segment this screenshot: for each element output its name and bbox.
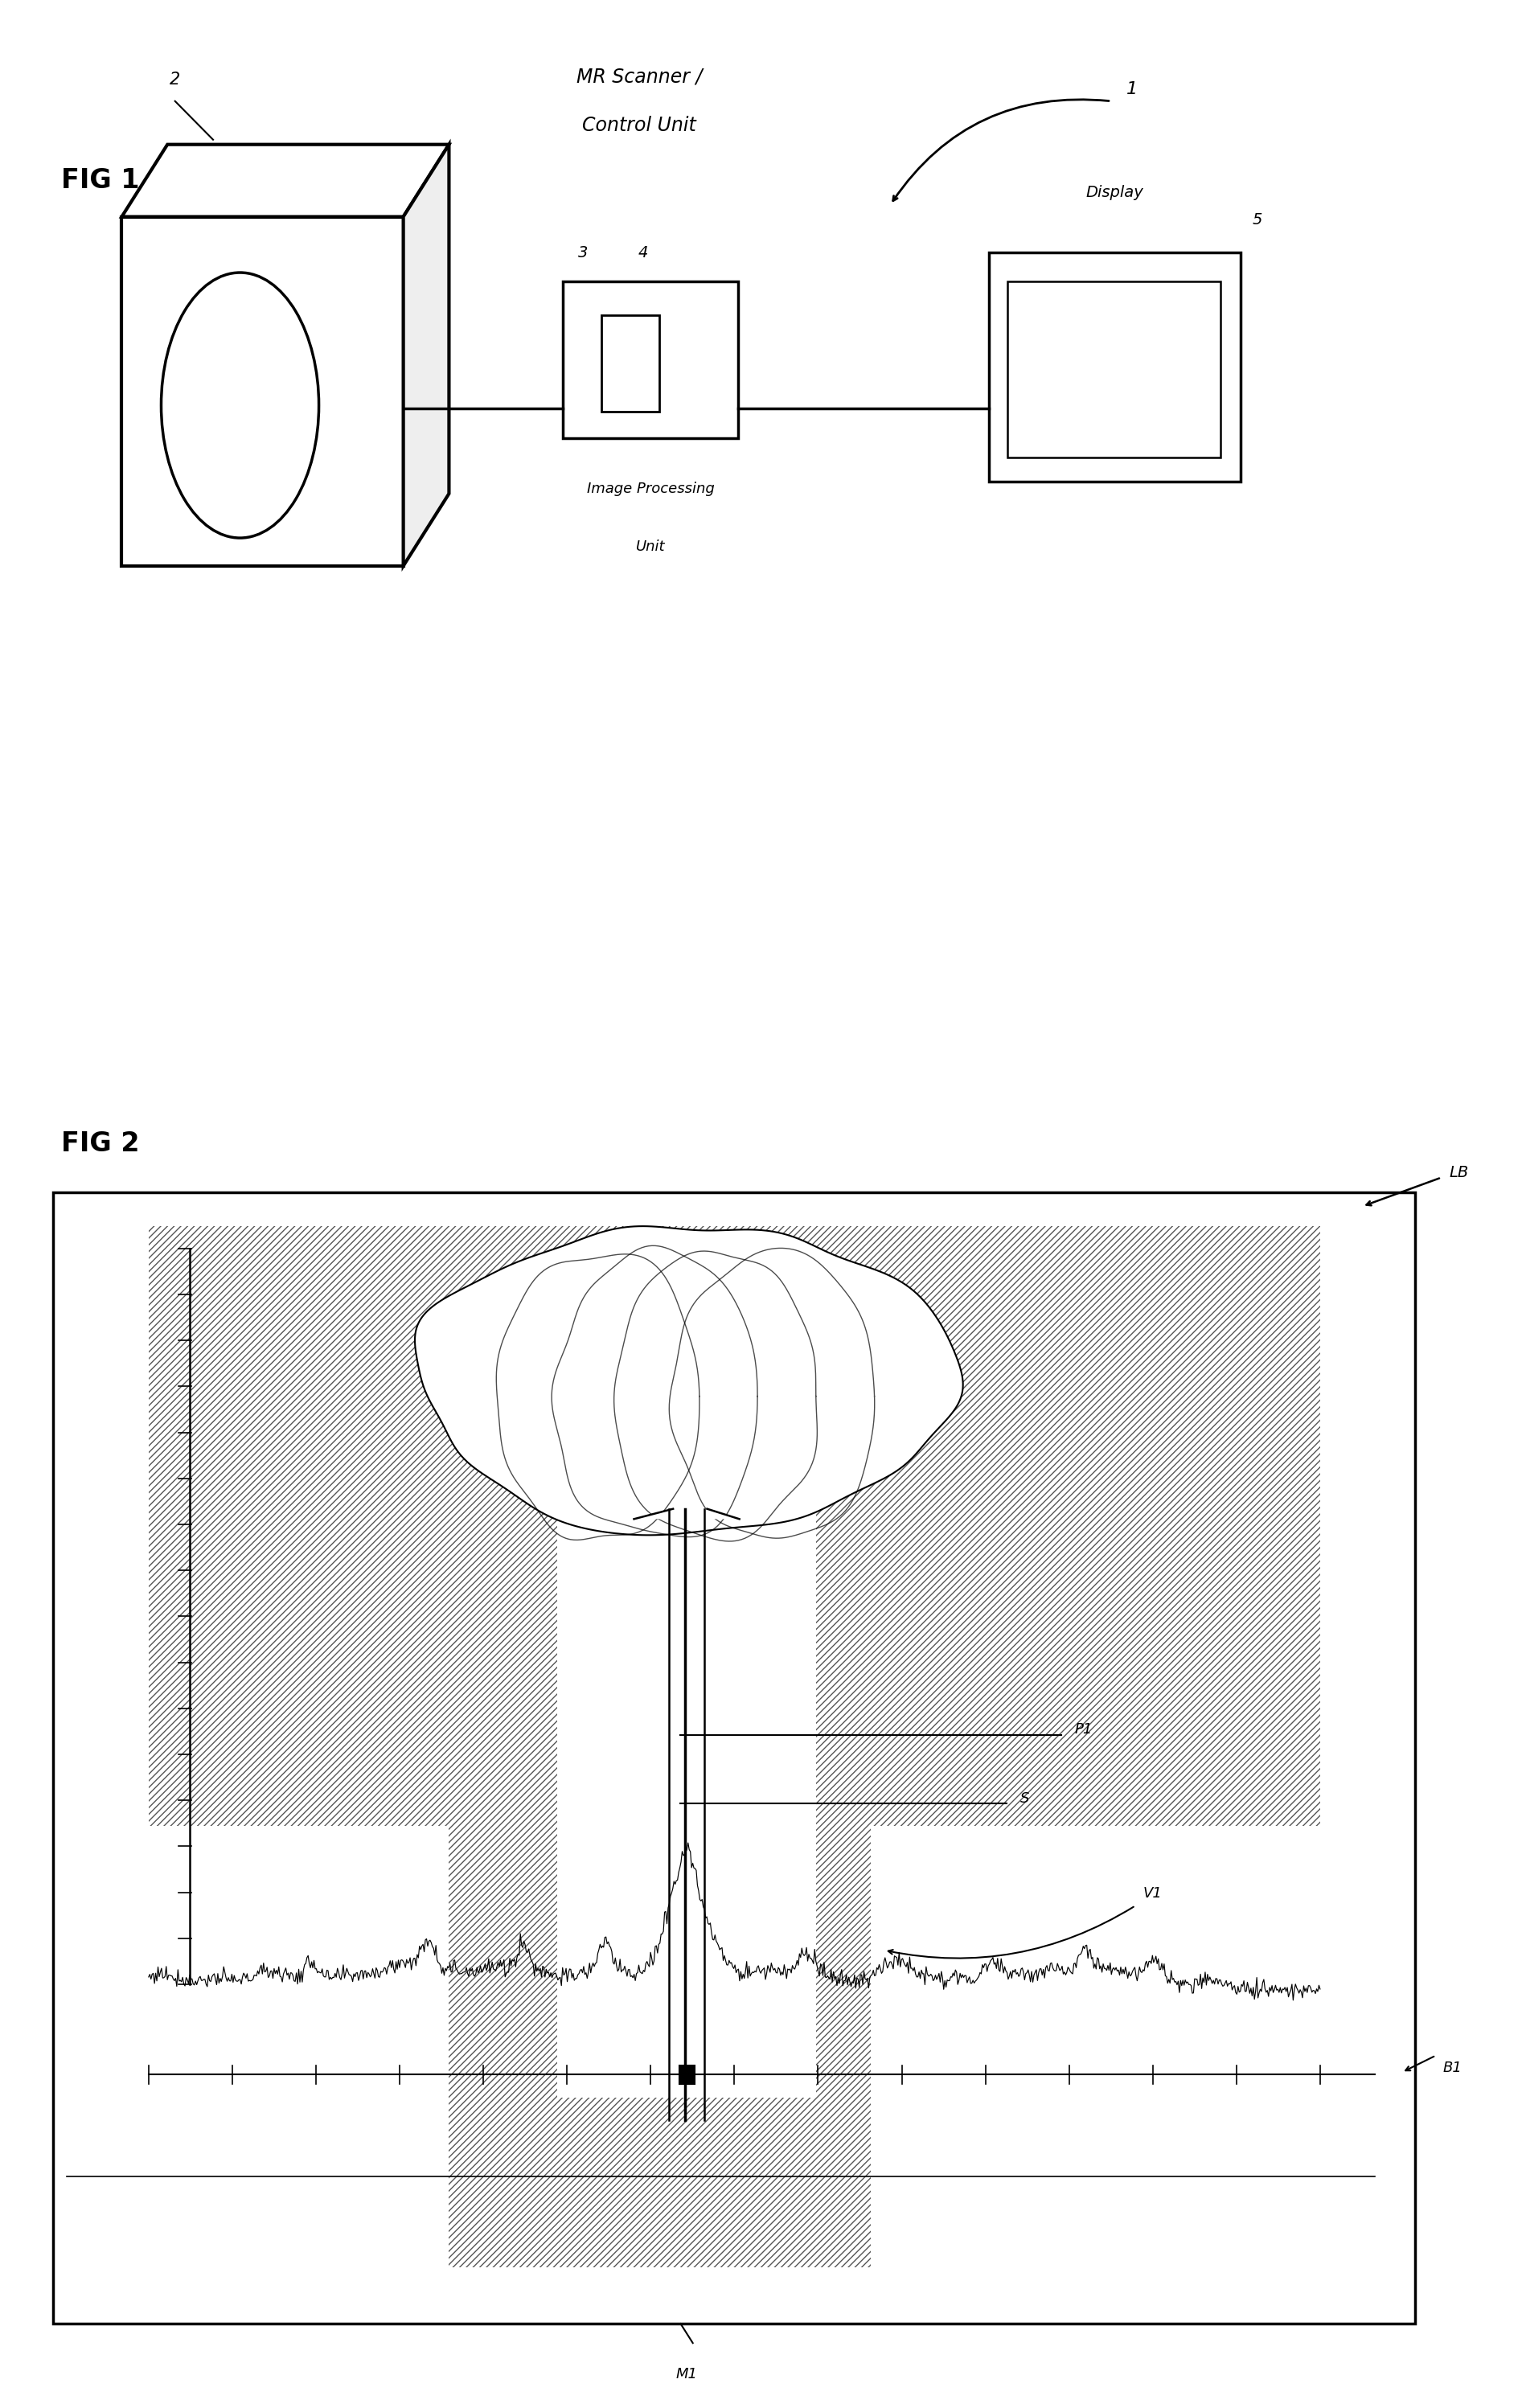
Bar bbox=[601, 315, 659, 412]
Bar bbox=[149, 1226, 449, 1825]
Polygon shape bbox=[403, 144, 449, 566]
Text: Display: Display bbox=[1087, 185, 1143, 200]
Text: B1: B1 bbox=[1443, 2061, 1463, 2076]
Bar bbox=[557, 1510, 816, 2097]
Bar bbox=[816, 1510, 871, 2097]
Text: 4: 4 bbox=[638, 246, 648, 260]
Text: MR Scanner /: MR Scanner / bbox=[577, 67, 702, 87]
Text: S: S bbox=[1020, 1792, 1029, 1806]
Bar bbox=[563, 282, 738, 438]
Bar bbox=[449, 1510, 557, 2097]
Bar bbox=[871, 1226, 1320, 1825]
Polygon shape bbox=[122, 144, 449, 217]
Polygon shape bbox=[635, 1510, 740, 1519]
Bar bbox=[679, 2066, 694, 2085]
Text: M1: M1 bbox=[676, 2367, 697, 2382]
Bar bbox=[449, 2097, 871, 2268]
Text: FIG 2: FIG 2 bbox=[61, 1129, 140, 1158]
Bar bbox=[122, 217, 403, 566]
Text: FIG 1: FIG 1 bbox=[61, 166, 140, 195]
Bar bbox=[1008, 282, 1221, 458]
Text: 3: 3 bbox=[578, 246, 589, 260]
Text: 5: 5 bbox=[1253, 212, 1263, 226]
Bar bbox=[449, 1226, 871, 1510]
Text: P1: P1 bbox=[1075, 1722, 1093, 1736]
Text: LB: LB bbox=[1449, 1165, 1469, 1180]
Bar bbox=[989, 253, 1240, 482]
Text: 2: 2 bbox=[170, 72, 180, 87]
Text: Unit: Unit bbox=[636, 539, 665, 554]
Text: Image Processing: Image Processing bbox=[587, 482, 714, 496]
Text: 1: 1 bbox=[1126, 82, 1137, 96]
Bar bbox=[53, 1192, 1415, 2324]
Bar bbox=[149, 1825, 449, 2097]
Text: Control Unit: Control Unit bbox=[583, 116, 696, 135]
Text: V1: V1 bbox=[1143, 1885, 1163, 1900]
Polygon shape bbox=[416, 1226, 963, 1536]
